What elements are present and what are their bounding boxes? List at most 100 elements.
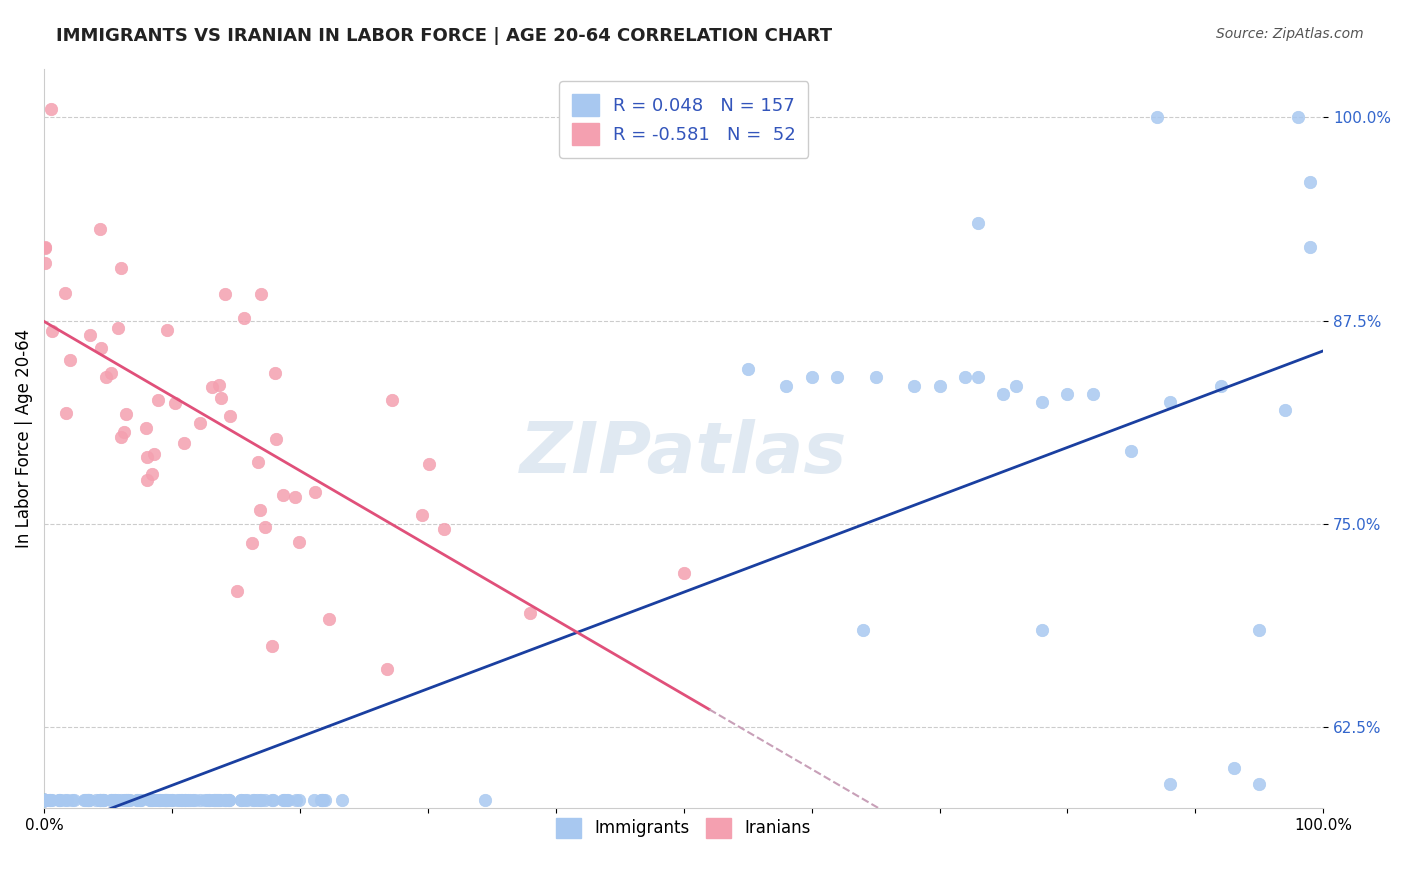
Point bbox=[825, 370, 848, 384]
Point bbox=[202, 793, 225, 807]
Point bbox=[34, 793, 56, 807]
Point bbox=[34, 793, 56, 807]
Point bbox=[110, 793, 132, 807]
Point bbox=[34, 793, 56, 807]
Point bbox=[302, 793, 325, 807]
Point bbox=[34, 793, 56, 807]
Point bbox=[141, 793, 163, 807]
Point bbox=[34, 793, 56, 807]
Point bbox=[249, 503, 271, 517]
Point bbox=[34, 793, 56, 807]
Point bbox=[218, 793, 240, 807]
Point bbox=[100, 793, 122, 807]
Point bbox=[156, 793, 179, 807]
Point bbox=[1209, 378, 1232, 392]
Point bbox=[139, 793, 162, 807]
Legend: Immigrants, Iranians: Immigrants, Iranians bbox=[550, 811, 818, 845]
Point bbox=[277, 793, 299, 807]
Point bbox=[165, 396, 187, 410]
Point bbox=[129, 793, 152, 807]
Point bbox=[188, 417, 211, 431]
Point bbox=[1081, 386, 1104, 401]
Point bbox=[240, 535, 263, 549]
Point bbox=[214, 793, 236, 807]
Point bbox=[381, 393, 404, 408]
Point bbox=[1249, 623, 1271, 637]
Point bbox=[233, 793, 256, 807]
Point bbox=[262, 793, 284, 807]
Point bbox=[155, 793, 177, 807]
Point bbox=[1286, 111, 1309, 125]
Point bbox=[247, 455, 270, 469]
Point bbox=[77, 793, 100, 807]
Point bbox=[236, 793, 259, 807]
Point bbox=[928, 378, 950, 392]
Point bbox=[193, 793, 215, 807]
Point bbox=[418, 458, 440, 472]
Point bbox=[433, 522, 456, 536]
Point bbox=[34, 793, 56, 807]
Point bbox=[1159, 777, 1181, 791]
Point bbox=[775, 378, 797, 392]
Point bbox=[34, 793, 56, 807]
Point bbox=[204, 793, 226, 807]
Point bbox=[246, 793, 269, 807]
Point bbox=[201, 380, 224, 394]
Point bbox=[91, 793, 114, 807]
Point bbox=[115, 793, 138, 807]
Point bbox=[89, 793, 111, 807]
Point bbox=[34, 793, 56, 807]
Point bbox=[231, 793, 253, 807]
Point bbox=[91, 793, 114, 807]
Point bbox=[34, 793, 56, 807]
Point bbox=[34, 793, 56, 807]
Point bbox=[1274, 403, 1296, 417]
Point bbox=[519, 607, 541, 621]
Point bbox=[155, 793, 177, 807]
Point bbox=[104, 793, 127, 807]
Point bbox=[34, 793, 56, 807]
Point bbox=[34, 793, 56, 807]
Point bbox=[34, 793, 56, 807]
Point bbox=[198, 793, 221, 807]
Point bbox=[800, 370, 823, 384]
Point bbox=[276, 793, 298, 807]
Point bbox=[375, 662, 398, 676]
Point bbox=[737, 362, 759, 376]
Point bbox=[411, 508, 433, 522]
Point bbox=[107, 793, 129, 807]
Point bbox=[1146, 111, 1168, 125]
Point bbox=[156, 323, 179, 337]
Point bbox=[34, 793, 56, 807]
Point bbox=[34, 793, 56, 807]
Point bbox=[112, 425, 135, 439]
Point bbox=[101, 793, 124, 807]
Point bbox=[89, 793, 111, 807]
Point bbox=[89, 793, 111, 807]
Point bbox=[271, 488, 294, 502]
Point bbox=[34, 793, 56, 807]
Point bbox=[110, 430, 132, 444]
Text: Source: ZipAtlas.com: Source: ZipAtlas.com bbox=[1216, 27, 1364, 41]
Point bbox=[260, 793, 283, 807]
Point bbox=[287, 793, 309, 807]
Point bbox=[274, 793, 297, 807]
Point bbox=[138, 793, 160, 807]
Point bbox=[1031, 395, 1053, 409]
Point bbox=[143, 447, 166, 461]
Point bbox=[104, 793, 127, 807]
Point bbox=[55, 406, 77, 420]
Point bbox=[967, 216, 990, 230]
Point bbox=[76, 793, 98, 807]
Point bbox=[60, 793, 83, 807]
Point bbox=[198, 793, 221, 807]
Point bbox=[205, 793, 228, 807]
Point bbox=[242, 793, 264, 807]
Point bbox=[1299, 240, 1322, 254]
Point bbox=[49, 793, 72, 807]
Point bbox=[141, 793, 163, 807]
Point bbox=[330, 793, 353, 807]
Point bbox=[967, 370, 990, 384]
Point bbox=[41, 793, 63, 807]
Point bbox=[993, 386, 1015, 401]
